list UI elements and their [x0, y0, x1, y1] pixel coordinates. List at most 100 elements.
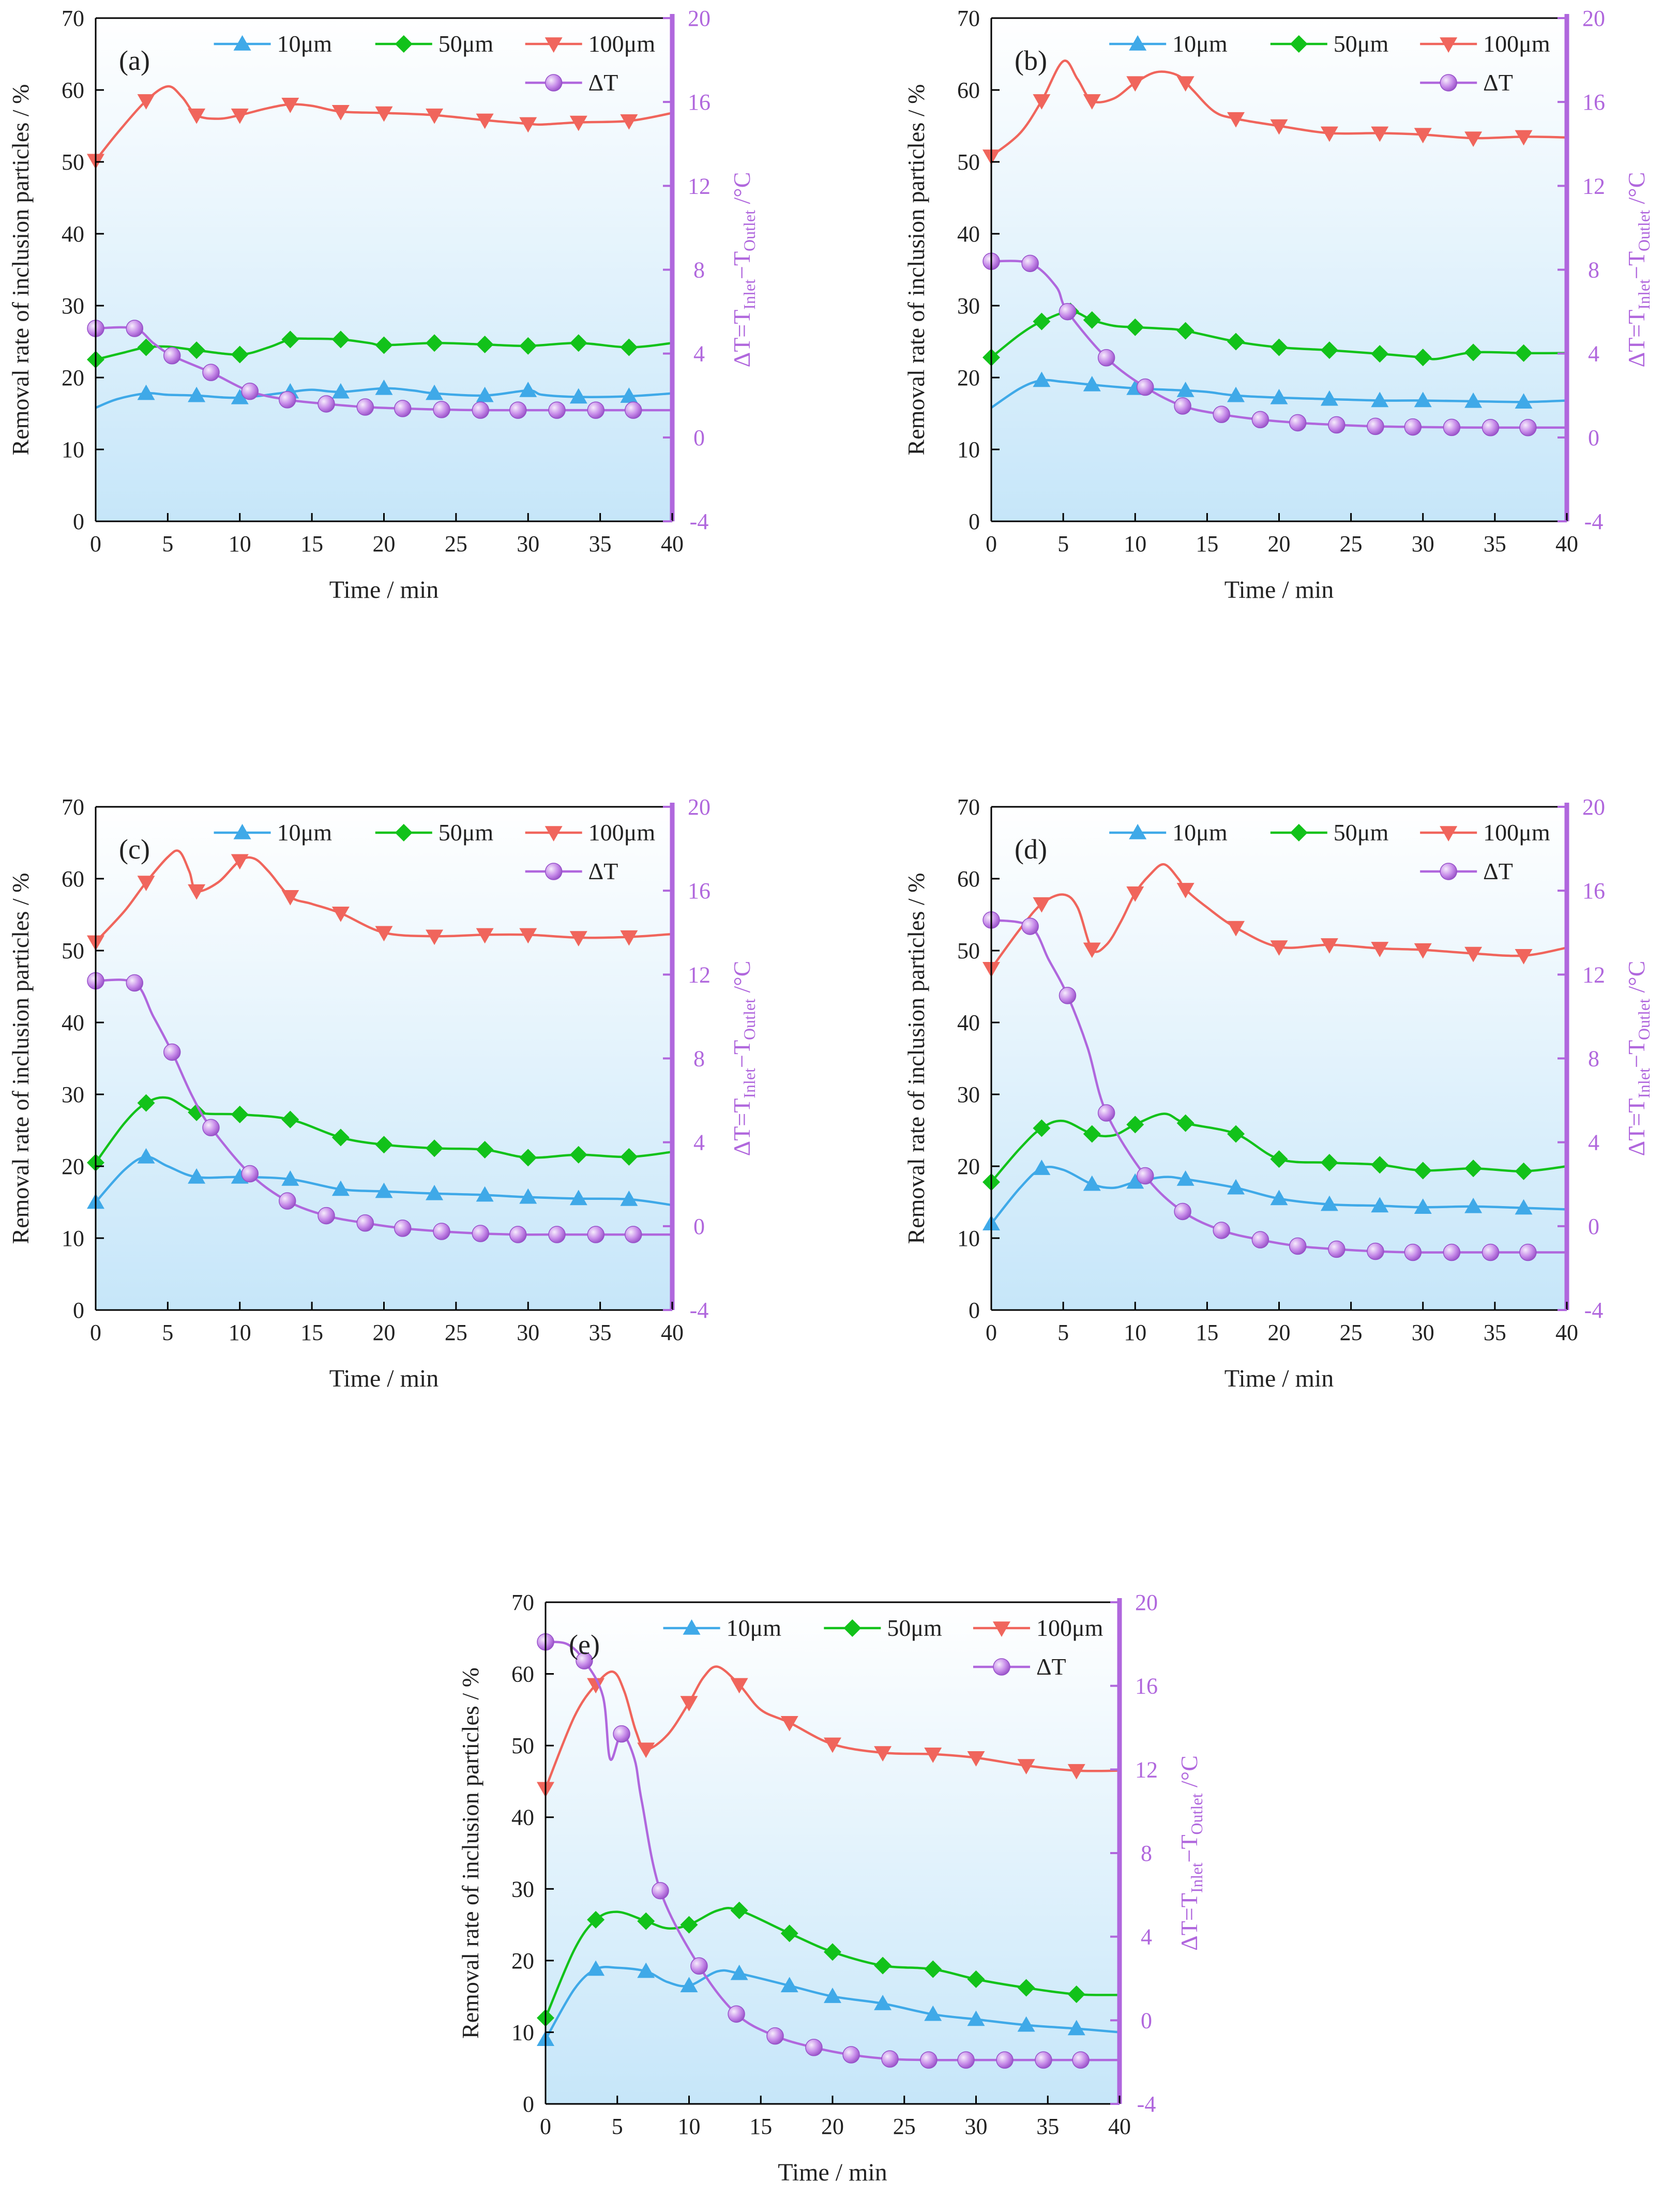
data-point-s50 — [780, 1924, 798, 1943]
data-point-s50 — [1320, 341, 1338, 359]
legend-marker-s50 — [395, 35, 413, 53]
y-right-tick-label: 4 — [1141, 1924, 1152, 1950]
y-right-tick-label: -4 — [1584, 509, 1604, 534]
y-left-tick-label: 0 — [969, 1298, 980, 1323]
x-tick-label: 5 — [162, 1320, 173, 1345]
y-left-tick-label: 50 — [62, 938, 84, 964]
data-point-s50 — [331, 1128, 350, 1147]
legend-item-s50: 50μm — [1270, 819, 1388, 846]
data-point-s50 — [587, 1910, 605, 1929]
data-point-dT — [472, 1225, 490, 1242]
legend-label: ΔT — [1483, 858, 1513, 884]
legend-marker-s10 — [1129, 824, 1147, 839]
x-tick-label: 0 — [90, 1320, 101, 1345]
data-point-s50 — [1320, 1154, 1338, 1172]
data-point-dT — [1404, 418, 1422, 436]
legend-marker-s10 — [233, 824, 251, 839]
y-left-tick-label: 20 — [957, 1154, 980, 1179]
y-right-tick-label: 12 — [688, 173, 710, 199]
legend-label: 10μm — [1172, 819, 1228, 846]
data-point-s50 — [426, 334, 444, 352]
x-tick-label: 15 — [300, 1320, 323, 1345]
x-tick-label: 40 — [661, 531, 684, 556]
data-point-s10 — [1464, 392, 1483, 408]
data-point-dT — [1251, 1231, 1269, 1248]
data-point-dT — [202, 364, 220, 381]
data-point-s50 — [1464, 343, 1483, 362]
legend: 10μm 50μm 100μm ΔT — [214, 819, 655, 884]
data-point-dT — [1072, 2051, 1090, 2069]
data-point-s50 — [519, 1149, 537, 1167]
y-left-tick-label: 20 — [957, 365, 980, 390]
y-right-tick-label: 8 — [693, 1046, 705, 1072]
data-point-s100 — [1515, 130, 1533, 146]
legend-label: 100μm — [1483, 31, 1550, 57]
data-point-dT — [1519, 419, 1537, 437]
x-tick-label: 20 — [373, 1320, 396, 1345]
data-point-s100 — [1083, 94, 1101, 110]
data-point-dT — [690, 1957, 708, 1975]
data-point-s10 — [1464, 1197, 1483, 1213]
data-point-s50 — [1083, 1125, 1101, 1143]
legend-item-s10: 10μm — [214, 31, 332, 57]
x-axis-title: Time / min — [1224, 1365, 1334, 1392]
data-point-s10 — [1033, 1160, 1051, 1175]
x-axis-title: Time / min — [778, 2159, 887, 2186]
data-point-s100 — [620, 114, 638, 130]
series-group — [537, 1633, 1120, 2069]
panel-label: (a) — [119, 45, 150, 76]
data-point-dT — [1481, 1243, 1500, 1261]
x-tick-label: 5 — [1057, 531, 1069, 556]
data-point-dT — [576, 1652, 593, 1669]
chart-panel-b: 0 5 10 15 20 25 30 35 40 0 10 20 30 40 50 60 70 -4 0 4 8 12 16… — [903, 6, 1653, 604]
data-point-s50 — [476, 1141, 494, 1159]
data-point-s50 — [331, 330, 350, 349]
data-point-s10 — [620, 387, 638, 403]
data-point-s50 — [1126, 318, 1144, 336]
data-point-s50 — [569, 334, 587, 352]
y-right-tick-label: 0 — [1141, 2008, 1152, 2033]
data-point-dT — [1097, 1104, 1115, 1122]
data-point-s50 — [281, 330, 299, 349]
data-point-dT — [1035, 2051, 1052, 2069]
data-point-dT — [1213, 405, 1230, 423]
legend-label: 100μm — [1483, 819, 1550, 846]
data-point-s100 — [426, 108, 444, 124]
legend-marker-s50 — [1290, 824, 1308, 841]
data-point-s50 — [1371, 345, 1389, 363]
x-tick-label: 15 — [300, 531, 323, 556]
data-point-s100 — [137, 94, 155, 110]
y-right-tick-label: -4 — [690, 1298, 709, 1323]
data-point-s100 — [331, 906, 350, 922]
y-right-tick-label: 4 — [693, 1130, 705, 1155]
y-left-tick-label: 70 — [62, 794, 84, 820]
legend-item-s10: 10μm — [214, 819, 332, 846]
y-left-tick-label: 30 — [957, 1082, 980, 1107]
data-point-s50 — [680, 1916, 698, 1934]
data-point-dT — [394, 1220, 412, 1237]
data-point-s10 — [587, 1960, 605, 1976]
x-axis-title: Time / min — [329, 576, 439, 604]
legend-item-s50: 50μm — [1270, 31, 1388, 57]
data-point-s10 — [1371, 1197, 1389, 1213]
y-left-tick-label: 10 — [62, 1226, 84, 1251]
data-point-s10 — [375, 379, 393, 395]
data-point-s100 — [1126, 886, 1144, 902]
y-left-tick-label: 60 — [511, 1662, 534, 1687]
data-point-dT — [356, 398, 374, 416]
data-point-s50 — [1227, 1125, 1245, 1143]
legend-marker-s10 — [1129, 35, 1147, 51]
data-point-s100 — [519, 928, 537, 944]
y-left-tick-label: 60 — [62, 866, 84, 892]
y-right-axis-title: ΔT=TInlet−TOutlet /°C — [1623, 961, 1653, 1156]
data-point-dT — [957, 2051, 975, 2069]
legend: 10μm 50μm 100μm ΔT — [214, 31, 655, 96]
data-point-s10 — [188, 1168, 206, 1184]
data-point-dT — [1328, 416, 1345, 434]
data-point-dT — [1251, 411, 1269, 429]
data-point-s10 — [1270, 388, 1288, 404]
data-point-s10 — [1033, 371, 1051, 387]
chart-panel-a: 0 5 10 15 20 25 30 35 40 0 10 20 30 40 50 60 70 -4 0 4 8 12 16… — [7, 6, 759, 604]
data-point-s10 — [231, 388, 249, 404]
series-line-s10 — [95, 1155, 673, 1207]
